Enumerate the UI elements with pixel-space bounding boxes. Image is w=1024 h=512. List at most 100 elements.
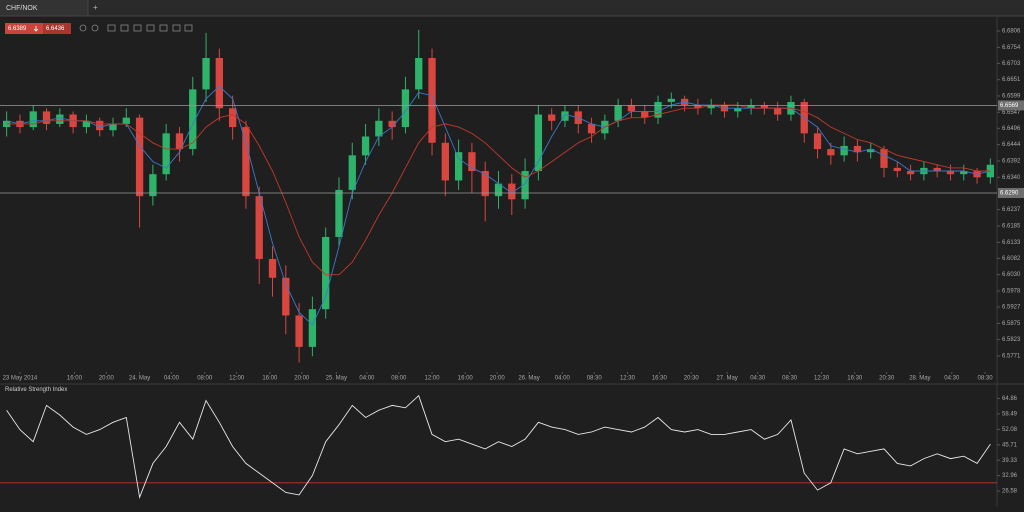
ask-price[interactable]: 6.6436 xyxy=(46,26,65,32)
candle-body xyxy=(415,57,423,90)
candle-body xyxy=(508,183,516,200)
add-tab[interactable]: + xyxy=(93,3,98,12)
candle-body xyxy=(747,105,755,109)
candle-body xyxy=(813,133,822,150)
y-tick-label: 6.5771 xyxy=(1002,354,1021,360)
moving-average xyxy=(6,104,991,276)
template[interactable] xyxy=(146,24,155,32)
y-tick-label: 6.5978 xyxy=(1002,289,1021,295)
indicators[interactable] xyxy=(120,24,129,32)
x-tick-label: 16:00 xyxy=(262,376,278,382)
candle-body xyxy=(827,149,835,156)
x-tick-label: 16:30 xyxy=(847,376,863,382)
price-level-label: 6.6569 xyxy=(1000,103,1019,109)
candle-body xyxy=(175,133,184,150)
y-tick-label: 6.6133 xyxy=(1002,240,1021,246)
candle-body xyxy=(441,142,449,181)
x-tick-label: 08:30 xyxy=(978,376,994,382)
tab-label[interactable]: CHF/NOK xyxy=(6,5,38,12)
candle-body xyxy=(202,57,210,90)
y-tick-label: 6.6444 xyxy=(1002,142,1021,148)
price-level-box xyxy=(998,100,1024,111)
y-tick-label: 39.33 xyxy=(1002,458,1018,464)
indicator-title: Relative Strength Index xyxy=(5,387,67,393)
candle-body xyxy=(494,183,503,197)
candle-body xyxy=(122,117,130,124)
candle-body xyxy=(308,309,317,347)
candle-body xyxy=(375,120,383,137)
x-tick-label: 25. May xyxy=(326,376,347,382)
chart-type[interactable] xyxy=(107,24,116,32)
candle-body xyxy=(335,189,343,237)
y-tick-label: 64.86 xyxy=(1002,396,1018,402)
candle-body xyxy=(561,111,569,121)
candle-body xyxy=(481,171,489,197)
candle-body xyxy=(189,89,197,150)
y-tick-label: 6.6082 xyxy=(1002,256,1021,262)
x-tick-label: 20:30 xyxy=(684,376,700,382)
settings[interactable] xyxy=(184,24,193,32)
candle-body xyxy=(454,152,463,181)
candle-body xyxy=(82,120,91,128)
zoom-in[interactable] xyxy=(79,24,87,32)
x-tick-label: 16:00 xyxy=(67,376,83,382)
zoom-out[interactable] xyxy=(91,24,99,32)
candle-body xyxy=(853,145,862,153)
x-tick-label: 12:30 xyxy=(814,376,830,382)
x-tick-label: 24. May xyxy=(129,376,150,382)
x-tick-label: 08:30 xyxy=(782,376,798,382)
candle-body xyxy=(348,155,356,190)
x-tick-label: 28. May xyxy=(909,376,930,382)
y-tick-label: 6.6030 xyxy=(1002,272,1021,278)
candle-body xyxy=(906,171,915,175)
candle-body xyxy=(867,149,875,153)
y-tick-label: 58.49 xyxy=(1002,411,1018,417)
candle-body xyxy=(149,174,157,197)
y-tick-label: 6.6703 xyxy=(1002,61,1021,67)
candle-body xyxy=(946,171,955,175)
candle-body xyxy=(587,123,596,134)
candle-body xyxy=(282,277,290,316)
candle-body xyxy=(56,114,64,124)
candle-body xyxy=(534,114,543,172)
x-tick-label: 04:00 xyxy=(164,376,180,382)
tab-bar xyxy=(0,0,1024,16)
x-tick-label: 04:30 xyxy=(750,376,766,382)
compare[interactable] xyxy=(172,24,181,32)
y-tick-label: 6.6392 xyxy=(1002,159,1021,165)
candle-body xyxy=(840,145,848,156)
x-tick-label: 08:30 xyxy=(587,376,603,382)
candle-body xyxy=(960,171,968,175)
y-tick-label: 32.96 xyxy=(1002,473,1018,479)
x-tick-label: 20:00 xyxy=(294,376,310,382)
bid-box[interactable] xyxy=(5,23,43,34)
y-tick-label: 6.5875 xyxy=(1002,321,1021,327)
candle-body xyxy=(215,57,223,109)
snapshot[interactable] xyxy=(159,24,168,32)
candle-body xyxy=(654,101,662,118)
x-tick-label: 08:00 xyxy=(391,376,407,382)
candle-body xyxy=(361,136,370,156)
ask-box[interactable] xyxy=(43,23,71,34)
bid-price[interactable]: 6.6389 xyxy=(8,26,27,32)
rsi-line xyxy=(6,394,991,499)
candle-body xyxy=(627,105,636,112)
y-tick-label: 6.6496 xyxy=(1002,126,1021,132)
x-tick-label: 20:00 xyxy=(490,376,506,382)
candle-body xyxy=(880,149,888,168)
candle-body xyxy=(29,111,37,128)
candle-body xyxy=(428,57,436,143)
candle-body xyxy=(255,196,263,259)
candle-body xyxy=(548,114,556,121)
tab[interactable] xyxy=(0,0,88,16)
candle-body xyxy=(242,127,250,197)
x-tick-label: 12:00 xyxy=(425,376,441,382)
toolbar xyxy=(79,24,193,32)
candle-body xyxy=(96,120,104,131)
drawing[interactable] xyxy=(133,24,142,32)
candle-body xyxy=(42,111,51,124)
candle-body xyxy=(694,105,702,109)
